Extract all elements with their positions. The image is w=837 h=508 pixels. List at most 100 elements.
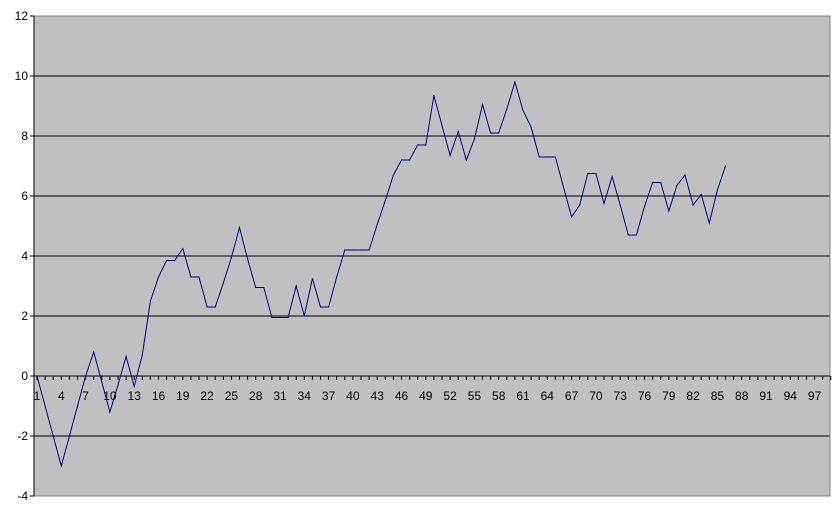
data-point bbox=[60, 465, 62, 467]
data-point bbox=[514, 81, 516, 83]
data-point bbox=[295, 285, 297, 287]
data-point bbox=[433, 94, 435, 97]
y-tick-label: 6 bbox=[21, 189, 28, 203]
x-tick-label: 70 bbox=[589, 389, 603, 403]
x-tick-label: 67 bbox=[565, 389, 579, 403]
y-tick-label: 8 bbox=[21, 129, 28, 143]
data-point bbox=[579, 204, 581, 206]
data-point bbox=[554, 156, 557, 158]
data-point bbox=[490, 132, 492, 134]
data-point bbox=[457, 130, 459, 133]
data-point bbox=[52, 435, 54, 437]
data-point bbox=[182, 247, 184, 250]
x-tick-label: 22 bbox=[200, 389, 214, 403]
data-point bbox=[716, 189, 719, 191]
x-tick-label: 97 bbox=[808, 389, 822, 403]
data-point bbox=[627, 234, 629, 236]
series-line bbox=[36, 80, 726, 468]
data-point bbox=[68, 435, 70, 437]
data-point bbox=[344, 249, 346, 251]
data-point bbox=[279, 316, 281, 319]
data-point bbox=[684, 174, 686, 176]
data-point bbox=[708, 222, 710, 224]
data-point bbox=[238, 226, 241, 229]
data-point bbox=[174, 259, 176, 262]
x-tick-label: 1 bbox=[34, 389, 41, 403]
data-point bbox=[85, 375, 87, 377]
data-point bbox=[441, 124, 443, 127]
data-point bbox=[303, 315, 305, 317]
data-point bbox=[311, 277, 313, 280]
x-tick-label: 79 bbox=[662, 389, 676, 403]
y-axis: -4 -2 0 2 4 6 8 10 12 bbox=[15, 9, 35, 503]
data-point bbox=[198, 276, 200, 278]
data-point bbox=[481, 103, 484, 106]
y-tick-label: -4 bbox=[17, 489, 28, 503]
x-tick-label: 82 bbox=[686, 389, 700, 403]
data-point bbox=[522, 109, 524, 112]
x-axis: 1 4 7 10 13 16 19 22 25 28 31 34 37 40 43 46 49 52 55 58 61 6… bbox=[34, 375, 832, 403]
data-point bbox=[611, 175, 613, 178]
data-point bbox=[255, 286, 257, 289]
data-point bbox=[125, 355, 127, 358]
x-tick-label: 13 bbox=[128, 389, 142, 403]
data-point bbox=[141, 354, 143, 356]
x-tick-label: 73 bbox=[614, 389, 628, 403]
series-group bbox=[36, 80, 727, 468]
x-tick-label: 52 bbox=[443, 389, 457, 403]
x-tick-label: 88 bbox=[735, 389, 749, 403]
data-point bbox=[352, 249, 354, 251]
y-tick-label: 10 bbox=[15, 69, 29, 83]
data-point bbox=[206, 306, 208, 308]
data-point bbox=[263, 286, 265, 289]
y-tick-label: 4 bbox=[21, 249, 28, 263]
data-point bbox=[692, 204, 694, 206]
data-point bbox=[157, 276, 160, 278]
y-tick-label: 0 bbox=[21, 369, 28, 383]
data-point bbox=[643, 205, 646, 208]
data-point bbox=[271, 316, 273, 319]
x-tick-label: 40 bbox=[346, 389, 360, 403]
data-point bbox=[36, 375, 38, 377]
data-point bbox=[230, 256, 232, 259]
data-point bbox=[635, 234, 638, 236]
data-point bbox=[587, 172, 589, 175]
data-point bbox=[652, 181, 654, 184]
data-point bbox=[546, 156, 548, 158]
data-point bbox=[222, 282, 224, 284]
data-point bbox=[562, 186, 565, 188]
x-tick-label: 16 bbox=[152, 389, 166, 403]
data-point bbox=[409, 159, 411, 161]
data-point bbox=[166, 259, 168, 262]
data-point bbox=[360, 249, 362, 251]
x-tick-label: 7 bbox=[82, 389, 89, 403]
x-tick-label: 49 bbox=[419, 389, 433, 403]
data-point bbox=[109, 411, 111, 413]
data-point bbox=[336, 276, 338, 278]
data-point bbox=[498, 132, 500, 134]
data-point bbox=[417, 144, 419, 146]
data-point bbox=[530, 126, 532, 128]
data-point bbox=[595, 172, 597, 175]
data-point bbox=[101, 381, 103, 383]
data-point bbox=[328, 306, 330, 308]
x-tick-label: 76 bbox=[638, 389, 652, 403]
data-point bbox=[724, 165, 727, 167]
x-tick-label: 85 bbox=[711, 389, 725, 403]
data-point bbox=[247, 258, 249, 260]
data-point bbox=[668, 210, 670, 212]
x-tick-label: 46 bbox=[395, 389, 409, 403]
data-point bbox=[660, 181, 662, 184]
data-point bbox=[538, 156, 540, 158]
data-point bbox=[117, 384, 119, 386]
data-point bbox=[392, 174, 394, 176]
data-point bbox=[619, 204, 621, 206]
x-tick-label: 64 bbox=[541, 389, 555, 403]
data-point bbox=[384, 199, 386, 202]
x-tick-label: 37 bbox=[322, 389, 336, 403]
x-tick-label: 31 bbox=[273, 389, 287, 403]
y-tick-label: -2 bbox=[17, 429, 28, 443]
data-point bbox=[425, 144, 427, 146]
x-tick-label: 25 bbox=[225, 389, 239, 403]
